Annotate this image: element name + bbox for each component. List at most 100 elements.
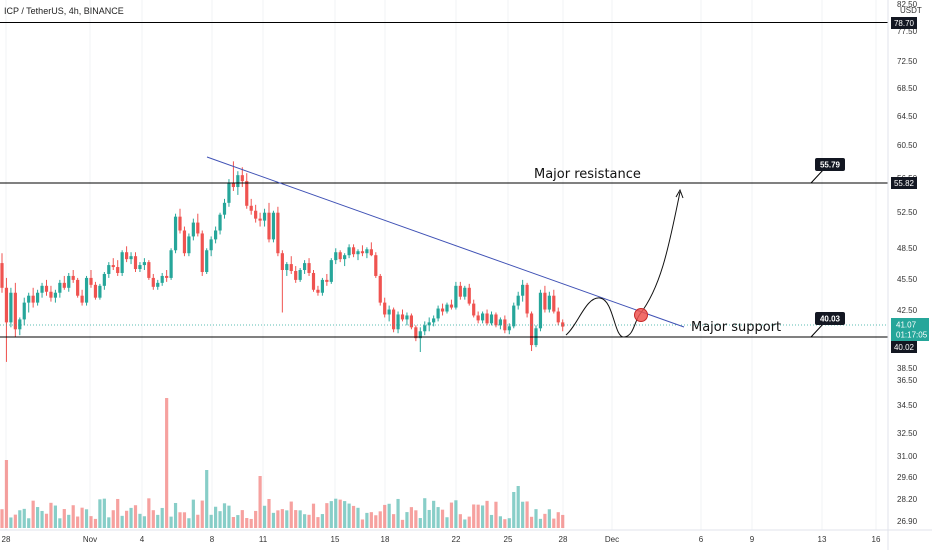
time-tick-label: 8	[210, 535, 215, 544]
candle-body	[298, 270, 302, 280]
support-annotation[interactable]: Major support	[691, 320, 781, 335]
volume-bar	[383, 504, 387, 528]
time-tick-label: 15	[331, 535, 340, 544]
candle-body	[254, 210, 258, 219]
candle-body	[543, 292, 547, 310]
candle-body	[347, 247, 351, 256]
candle-body	[249, 205, 253, 211]
resistance-annotation[interactable]: Major resistance	[534, 167, 641, 182]
candle-body	[178, 216, 182, 231]
volume-bar	[351, 505, 356, 528]
candle-body	[294, 271, 298, 280]
time-axis[interactable]: 28 Nov 4 8 11 15 18 22 25 28 Dec 6 9 13 16	[0, 529, 932, 544]
candle-body	[507, 326, 511, 331]
descending-trendline[interactable]	[206, 156, 685, 328]
volume-bar	[22, 508, 26, 528]
volume-bar	[98, 499, 102, 528]
volume-bar	[111, 510, 115, 528]
volume-bar	[529, 516, 534, 528]
volume-bar	[173, 502, 178, 528]
volume-bar	[36, 507, 40, 528]
candle-body	[329, 260, 333, 282]
candle-body	[418, 331, 422, 339]
volume-bar	[458, 514, 462, 528]
time-tick-label: Nov	[83, 535, 97, 544]
volume-bar	[200, 500, 204, 528]
candle-body	[512, 305, 516, 327]
candle-body	[529, 313, 534, 346]
candle-body	[102, 273, 106, 286]
volume-bar	[254, 510, 258, 528]
volume-bar	[120, 515, 124, 528]
candle-body	[44, 285, 49, 292]
currency-label: USDT	[900, 6, 922, 15]
support-callout[interactable]: 40.03	[810, 312, 845, 338]
volume-bar	[0, 509, 4, 528]
volume-bar	[329, 501, 333, 528]
volume-bar	[449, 502, 454, 528]
volume-bar	[236, 515, 240, 528]
candle-body	[191, 222, 195, 237]
volume-bar	[396, 498, 400, 528]
candle-body	[0, 263, 4, 288]
candle-body	[36, 292, 40, 303]
candle-body	[311, 272, 316, 290]
resistance-callout[interactable]: 55.79	[810, 158, 845, 184]
candle-body	[156, 282, 160, 287]
volume-bar	[27, 518, 31, 528]
volume-bar	[405, 512, 409, 528]
volume-bar	[556, 512, 560, 528]
candle-body	[89, 277, 93, 285]
volume-bar	[347, 503, 351, 528]
breakout-circle[interactable]	[634, 308, 648, 322]
candle-body	[67, 275, 71, 288]
candle-body	[209, 239, 213, 251]
candle-body	[173, 216, 178, 251]
volume-bar	[169, 516, 173, 528]
volume-bar	[231, 517, 235, 528]
candle-body	[31, 295, 35, 303]
candle-body	[58, 282, 62, 293]
candle-body	[521, 284, 525, 296]
volume-bar	[534, 509, 538, 528]
volume-bar	[298, 510, 302, 528]
svg-text:40.02: 40.02	[894, 343, 915, 352]
candle-body	[111, 265, 115, 268]
volume-bar	[418, 518, 422, 528]
volume-bar	[182, 512, 187, 528]
volume-bar	[436, 507, 440, 528]
candle-body	[245, 181, 249, 206]
volume-bar	[165, 398, 169, 528]
volume-bar	[18, 510, 22, 528]
volume-bar	[356, 507, 360, 528]
volume-bar	[156, 514, 160, 528]
candle-body	[18, 319, 22, 330]
candle-body	[383, 302, 387, 315]
volume-bar	[62, 509, 66, 528]
candle-body	[445, 304, 449, 312]
time-tick-label: 9	[750, 535, 755, 544]
candle-body	[120, 252, 124, 273]
volume-bar	[116, 498, 120, 528]
candle-body	[142, 262, 146, 266]
price-axis[interactable]: 82.5077.5072.5068.5064.5060.5056.5052.50…	[887, 0, 929, 550]
price-tick-label: 36.50	[897, 376, 918, 385]
candle-body	[449, 304, 454, 308]
volume-bar	[316, 517, 320, 528]
candle-body	[53, 292, 57, 298]
volume-bar	[58, 518, 62, 528]
candle-body	[360, 251, 365, 254]
volume-bar	[516, 486, 520, 528]
volume-bar	[387, 503, 391, 528]
volume-bar	[151, 510, 155, 528]
candle-body	[151, 277, 155, 287]
volume-bar	[494, 501, 498, 528]
volume-bar	[414, 510, 418, 528]
candle-body	[236, 175, 240, 188]
volume-bar	[552, 518, 556, 528]
volume-bar	[311, 503, 316, 528]
candle-body	[343, 255, 347, 260]
svg-text:41.07: 41.07	[896, 321, 917, 330]
candle-body	[481, 313, 485, 321]
